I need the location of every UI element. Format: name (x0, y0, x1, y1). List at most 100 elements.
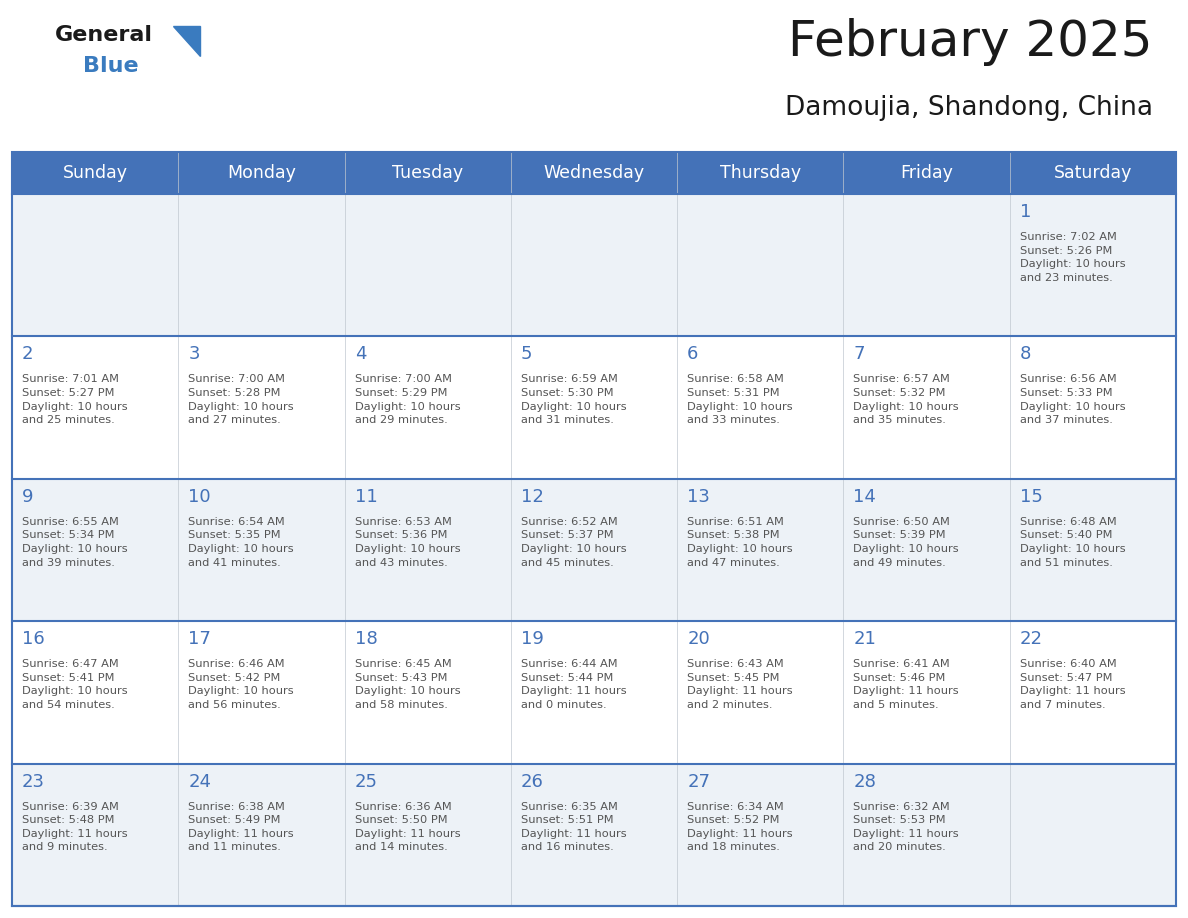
Text: Sunrise: 6:41 AM
Sunset: 5:46 PM
Daylight: 11 hours
and 5 minutes.: Sunrise: 6:41 AM Sunset: 5:46 PM Dayligh… (853, 659, 959, 710)
Text: Sunday: Sunday (63, 164, 127, 182)
FancyBboxPatch shape (12, 152, 1176, 194)
Text: 13: 13 (687, 487, 710, 506)
Text: 9: 9 (23, 487, 33, 506)
Text: 3: 3 (188, 345, 200, 364)
FancyBboxPatch shape (12, 479, 178, 621)
Text: Sunrise: 6:39 AM
Sunset: 5:48 PM
Daylight: 11 hours
and 9 minutes.: Sunrise: 6:39 AM Sunset: 5:48 PM Dayligh… (23, 801, 127, 853)
FancyBboxPatch shape (677, 621, 843, 764)
Text: 11: 11 (354, 487, 378, 506)
FancyBboxPatch shape (843, 336, 1010, 479)
FancyBboxPatch shape (178, 336, 345, 479)
Text: Sunrise: 7:00 AM
Sunset: 5:28 PM
Daylight: 10 hours
and 27 minutes.: Sunrise: 7:00 AM Sunset: 5:28 PM Dayligh… (188, 375, 293, 425)
Text: Sunrise: 7:00 AM
Sunset: 5:29 PM
Daylight: 10 hours
and 29 minutes.: Sunrise: 7:00 AM Sunset: 5:29 PM Dayligh… (354, 375, 460, 425)
Text: 25: 25 (354, 773, 378, 790)
FancyBboxPatch shape (677, 336, 843, 479)
Text: 5: 5 (520, 345, 532, 364)
FancyBboxPatch shape (511, 479, 677, 621)
Text: 22: 22 (1019, 630, 1043, 648)
Text: Damoujia, Shandong, China: Damoujia, Shandong, China (785, 95, 1154, 121)
FancyBboxPatch shape (345, 336, 511, 479)
Text: Friday: Friday (901, 164, 953, 182)
FancyBboxPatch shape (1010, 764, 1176, 906)
Text: Sunrise: 6:51 AM
Sunset: 5:38 PM
Daylight: 10 hours
and 47 minutes.: Sunrise: 6:51 AM Sunset: 5:38 PM Dayligh… (687, 517, 792, 567)
FancyBboxPatch shape (511, 764, 677, 906)
FancyBboxPatch shape (677, 479, 843, 621)
FancyBboxPatch shape (12, 764, 178, 906)
FancyBboxPatch shape (178, 621, 345, 764)
Text: Sunrise: 6:48 AM
Sunset: 5:40 PM
Daylight: 10 hours
and 51 minutes.: Sunrise: 6:48 AM Sunset: 5:40 PM Dayligh… (1019, 517, 1125, 567)
FancyBboxPatch shape (843, 194, 1010, 336)
Text: Sunrise: 6:34 AM
Sunset: 5:52 PM
Daylight: 11 hours
and 18 minutes.: Sunrise: 6:34 AM Sunset: 5:52 PM Dayligh… (687, 801, 792, 853)
Text: Sunrise: 6:53 AM
Sunset: 5:36 PM
Daylight: 10 hours
and 43 minutes.: Sunrise: 6:53 AM Sunset: 5:36 PM Dayligh… (354, 517, 460, 567)
FancyBboxPatch shape (178, 479, 345, 621)
Text: 2: 2 (23, 345, 33, 364)
Text: 4: 4 (354, 345, 366, 364)
Text: 6: 6 (687, 345, 699, 364)
Text: 1: 1 (1019, 203, 1031, 221)
Text: 12: 12 (520, 487, 544, 506)
FancyBboxPatch shape (178, 194, 345, 336)
Text: Saturday: Saturday (1054, 164, 1132, 182)
FancyBboxPatch shape (1010, 194, 1176, 336)
Text: Sunrise: 6:36 AM
Sunset: 5:50 PM
Daylight: 11 hours
and 14 minutes.: Sunrise: 6:36 AM Sunset: 5:50 PM Dayligh… (354, 801, 460, 853)
Text: Wednesday: Wednesday (543, 164, 645, 182)
Text: 21: 21 (853, 630, 877, 648)
Text: 27: 27 (687, 773, 710, 790)
Text: Sunrise: 6:58 AM
Sunset: 5:31 PM
Daylight: 10 hours
and 33 minutes.: Sunrise: 6:58 AM Sunset: 5:31 PM Dayligh… (687, 375, 792, 425)
Text: Sunrise: 6:44 AM
Sunset: 5:44 PM
Daylight: 11 hours
and 0 minutes.: Sunrise: 6:44 AM Sunset: 5:44 PM Dayligh… (520, 659, 626, 710)
FancyBboxPatch shape (1010, 621, 1176, 764)
Text: Sunrise: 6:43 AM
Sunset: 5:45 PM
Daylight: 11 hours
and 2 minutes.: Sunrise: 6:43 AM Sunset: 5:45 PM Dayligh… (687, 659, 792, 710)
FancyBboxPatch shape (345, 621, 511, 764)
Text: 10: 10 (188, 487, 211, 506)
Text: 26: 26 (520, 773, 544, 790)
Text: Sunrise: 6:54 AM
Sunset: 5:35 PM
Daylight: 10 hours
and 41 minutes.: Sunrise: 6:54 AM Sunset: 5:35 PM Dayligh… (188, 517, 293, 567)
Text: 16: 16 (23, 630, 45, 648)
Text: Blue: Blue (83, 56, 139, 76)
Text: 19: 19 (520, 630, 544, 648)
FancyBboxPatch shape (511, 336, 677, 479)
FancyBboxPatch shape (12, 621, 178, 764)
Polygon shape (173, 26, 200, 56)
FancyBboxPatch shape (511, 194, 677, 336)
Text: 8: 8 (1019, 345, 1031, 364)
Text: 15: 15 (1019, 487, 1043, 506)
FancyBboxPatch shape (1010, 479, 1176, 621)
Text: Sunrise: 6:32 AM
Sunset: 5:53 PM
Daylight: 11 hours
and 20 minutes.: Sunrise: 6:32 AM Sunset: 5:53 PM Dayligh… (853, 801, 959, 853)
Text: Tuesday: Tuesday (392, 164, 463, 182)
Text: Sunrise: 6:47 AM
Sunset: 5:41 PM
Daylight: 10 hours
and 54 minutes.: Sunrise: 6:47 AM Sunset: 5:41 PM Dayligh… (23, 659, 127, 710)
Text: 14: 14 (853, 487, 877, 506)
Text: 17: 17 (188, 630, 211, 648)
Text: Sunrise: 7:02 AM
Sunset: 5:26 PM
Daylight: 10 hours
and 23 minutes.: Sunrise: 7:02 AM Sunset: 5:26 PM Dayligh… (1019, 232, 1125, 283)
Text: Sunrise: 7:01 AM
Sunset: 5:27 PM
Daylight: 10 hours
and 25 minutes.: Sunrise: 7:01 AM Sunset: 5:27 PM Dayligh… (23, 375, 127, 425)
Text: Sunrise: 6:50 AM
Sunset: 5:39 PM
Daylight: 10 hours
and 49 minutes.: Sunrise: 6:50 AM Sunset: 5:39 PM Dayligh… (853, 517, 959, 567)
FancyBboxPatch shape (1010, 336, 1176, 479)
Text: Sunrise: 6:52 AM
Sunset: 5:37 PM
Daylight: 10 hours
and 45 minutes.: Sunrise: 6:52 AM Sunset: 5:37 PM Dayligh… (520, 517, 626, 567)
FancyBboxPatch shape (511, 621, 677, 764)
FancyBboxPatch shape (12, 194, 178, 336)
Text: Sunrise: 6:55 AM
Sunset: 5:34 PM
Daylight: 10 hours
and 39 minutes.: Sunrise: 6:55 AM Sunset: 5:34 PM Dayligh… (23, 517, 127, 567)
Text: 23: 23 (23, 773, 45, 790)
Text: Sunrise: 6:57 AM
Sunset: 5:32 PM
Daylight: 10 hours
and 35 minutes.: Sunrise: 6:57 AM Sunset: 5:32 PM Dayligh… (853, 375, 959, 425)
Text: Monday: Monday (227, 164, 296, 182)
Text: Sunrise: 6:46 AM
Sunset: 5:42 PM
Daylight: 10 hours
and 56 minutes.: Sunrise: 6:46 AM Sunset: 5:42 PM Dayligh… (188, 659, 293, 710)
FancyBboxPatch shape (843, 479, 1010, 621)
Text: 28: 28 (853, 773, 877, 790)
Text: Sunrise: 6:45 AM
Sunset: 5:43 PM
Daylight: 10 hours
and 58 minutes.: Sunrise: 6:45 AM Sunset: 5:43 PM Dayligh… (354, 659, 460, 710)
FancyBboxPatch shape (843, 764, 1010, 906)
FancyBboxPatch shape (345, 194, 511, 336)
Text: Thursday: Thursday (720, 164, 801, 182)
FancyBboxPatch shape (12, 336, 178, 479)
Text: Sunrise: 6:59 AM
Sunset: 5:30 PM
Daylight: 10 hours
and 31 minutes.: Sunrise: 6:59 AM Sunset: 5:30 PM Dayligh… (520, 375, 626, 425)
Text: General: General (55, 25, 153, 45)
Text: 20: 20 (687, 630, 710, 648)
Text: 24: 24 (188, 773, 211, 790)
FancyBboxPatch shape (843, 621, 1010, 764)
Text: Sunrise: 6:56 AM
Sunset: 5:33 PM
Daylight: 10 hours
and 37 minutes.: Sunrise: 6:56 AM Sunset: 5:33 PM Dayligh… (1019, 375, 1125, 425)
FancyBboxPatch shape (178, 764, 345, 906)
Text: Sunrise: 6:35 AM
Sunset: 5:51 PM
Daylight: 11 hours
and 16 minutes.: Sunrise: 6:35 AM Sunset: 5:51 PM Dayligh… (520, 801, 626, 853)
Text: Sunrise: 6:38 AM
Sunset: 5:49 PM
Daylight: 11 hours
and 11 minutes.: Sunrise: 6:38 AM Sunset: 5:49 PM Dayligh… (188, 801, 293, 853)
FancyBboxPatch shape (677, 764, 843, 906)
FancyBboxPatch shape (345, 479, 511, 621)
Text: February 2025: February 2025 (789, 18, 1154, 66)
FancyBboxPatch shape (677, 194, 843, 336)
